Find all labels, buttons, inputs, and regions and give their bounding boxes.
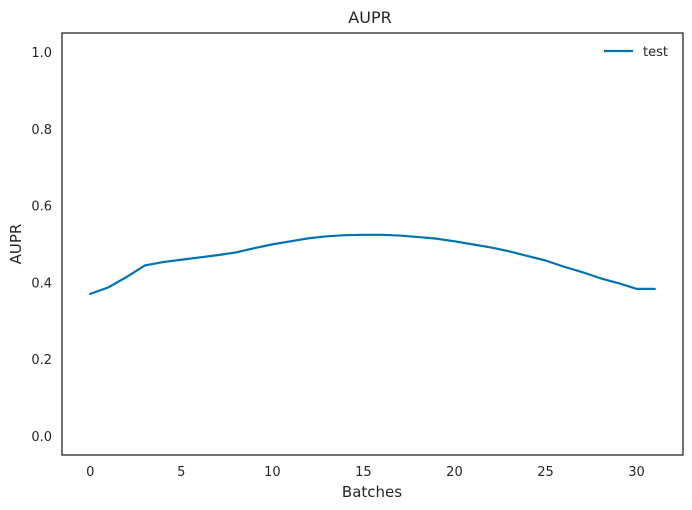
y-tick-label: 0.8 bbox=[31, 123, 52, 138]
series-layer bbox=[89, 233, 656, 295]
legend: test bbox=[604, 45, 668, 60]
plot-frame bbox=[61, 32, 684, 456]
x-tick-label: 15 bbox=[355, 465, 372, 480]
y-tick-label: 0.4 bbox=[31, 276, 52, 291]
x-tick-label: 10 bbox=[264, 465, 281, 480]
y-tick-label: 0.0 bbox=[31, 430, 52, 445]
chart-title: AUPR bbox=[348, 8, 391, 27]
x-axis-ticks: 0 5 10 15 20 25 30 bbox=[86, 465, 645, 480]
legend-label-test: test bbox=[643, 45, 668, 60]
y-axis-label: AUPR bbox=[7, 224, 25, 265]
x-tick-label: 5 bbox=[177, 465, 185, 480]
x-tick-label: 20 bbox=[446, 465, 463, 480]
y-tick-label: 0.2 bbox=[31, 353, 52, 368]
x-tick-label: 30 bbox=[628, 465, 645, 480]
x-axis-label: Batches bbox=[342, 483, 402, 501]
series-line-test bbox=[89, 233, 656, 295]
x-tick-label: 0 bbox=[86, 465, 94, 480]
y-tick-label: 0.6 bbox=[31, 200, 52, 215]
y-axis-ticks: 0.0 0.2 0.4 0.6 0.8 1.0 bbox=[31, 46, 52, 445]
x-tick-label: 25 bbox=[537, 465, 554, 480]
y-tick-label: 1.0 bbox=[31, 46, 52, 61]
